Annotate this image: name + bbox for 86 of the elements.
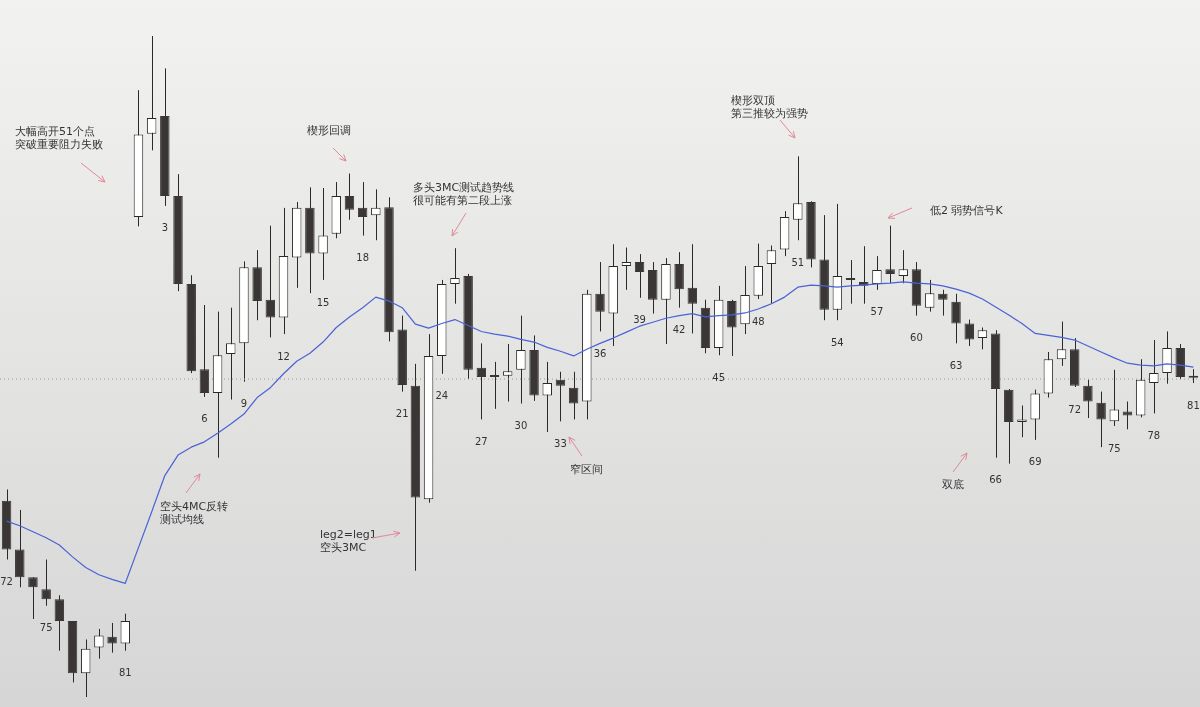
candlestick — [107, 622, 117, 654]
annotation: 大幅高开51个点突破重要阻力失败 — [15, 125, 103, 152]
x-tick-label: 81 — [1187, 399, 1200, 411]
candlestick — [1162, 330, 1172, 385]
candlestick — [793, 155, 803, 241]
x-tick-label: 42 — [672, 324, 686, 336]
candlestick — [371, 188, 381, 241]
x-tick-label: 18 — [356, 252, 369, 264]
annotation: 双底 — [942, 478, 964, 492]
candlestick — [344, 172, 355, 221]
candlestick — [450, 247, 460, 305]
candlestick — [146, 35, 157, 151]
x-tick-label: 33 — [554, 437, 567, 449]
x-tick-label: 51 — [791, 256, 805, 268]
candlestick — [687, 243, 698, 334]
x-tick-label: 54 — [831, 336, 844, 348]
candlestick — [80, 638, 91, 698]
candlestick — [28, 576, 38, 620]
x-tick-label: 27 — [474, 435, 488, 447]
candlestick — [120, 613, 131, 652]
candlestick — [476, 342, 487, 420]
x-tick-label: 36 — [593, 348, 607, 360]
candlestick — [924, 279, 935, 313]
candlestick — [845, 259, 856, 305]
x-tick-label: 39 — [633, 314, 646, 326]
candlestick — [1122, 401, 1133, 430]
candlestick — [1056, 321, 1067, 367]
x-tick-label: 3 — [161, 222, 169, 234]
candlestick — [226, 307, 236, 401]
candlestick — [1096, 391, 1106, 448]
x-tick-label: 72 — [0, 576, 13, 588]
x-tick-label: 21 — [395, 408, 409, 420]
candlestick — [977, 327, 988, 350]
candlestick — [265, 225, 276, 338]
candlestick — [634, 253, 645, 299]
candlestick — [1149, 339, 1159, 414]
x-tick-label: 60 — [910, 332, 923, 344]
x-tick-label: 12 — [277, 350, 290, 362]
candlestick — [502, 343, 513, 403]
candlestick — [1109, 369, 1120, 427]
x-tick-label: 63 — [949, 359, 963, 371]
x-tick-label: 78 — [1147, 430, 1161, 442]
annotation: 空头4MC反转测试均线 — [160, 500, 229, 527]
candlestick — [516, 315, 526, 405]
x-tick-label: 48 — [751, 315, 765, 327]
x-tick-label: 45 — [712, 371, 726, 383]
x-tick-label: 66 — [989, 474, 1002, 486]
candlestick — [766, 245, 777, 305]
annotation: 楔形双顶第三推较为强势 — [731, 94, 808, 121]
x-tick-label: 6 — [201, 413, 208, 425]
candlestick — [595, 261, 605, 332]
candlestick — [568, 371, 579, 420]
candlestick — [1017, 405, 1027, 438]
x-tick-label: 75 — [39, 622, 53, 634]
candlestick — [898, 249, 909, 284]
annotation: 低2 弱势信号K — [930, 204, 1004, 218]
x-tick-label: 81 — [118, 667, 132, 679]
candlestick — [1083, 379, 1093, 419]
candlestick — [542, 361, 552, 433]
candlestick — [357, 181, 368, 237]
x-tick-label: 30 — [514, 420, 528, 432]
candlestick — [938, 289, 948, 317]
candlestick — [555, 371, 566, 422]
x-tick-label: 57 — [870, 306, 884, 318]
candlestick — [885, 225, 895, 284]
candlestick — [199, 304, 210, 398]
candlestick — [41, 559, 51, 607]
candlestick — [94, 628, 104, 660]
x-tick-label: 24 — [435, 390, 449, 402]
candlestick — [674, 251, 684, 309]
candlestick — [489, 361, 500, 410]
annotation: 窄区间 — [570, 463, 603, 477]
annotation: 多头3MC测试趋势线很可能有第二段上涨 — [413, 181, 515, 208]
x-tick-label: 69 — [1028, 456, 1042, 468]
candlestick — [964, 319, 974, 347]
x-tick-label: 75 — [1107, 442, 1121, 454]
candlestick — [1030, 389, 1040, 441]
candlestick — [951, 293, 961, 344]
candlestick — [54, 594, 65, 652]
x-tick-label: 9 — [240, 398, 248, 410]
x-tick-label: 72 — [1068, 403, 1082, 415]
candlestick — [621, 247, 632, 291]
x-tick-label: 15 — [316, 296, 330, 308]
candlestick — [318, 187, 328, 281]
annotation: leg2=leg1 空头3MC — [320, 528, 377, 555]
annotation: 楔形回调 — [307, 124, 351, 138]
